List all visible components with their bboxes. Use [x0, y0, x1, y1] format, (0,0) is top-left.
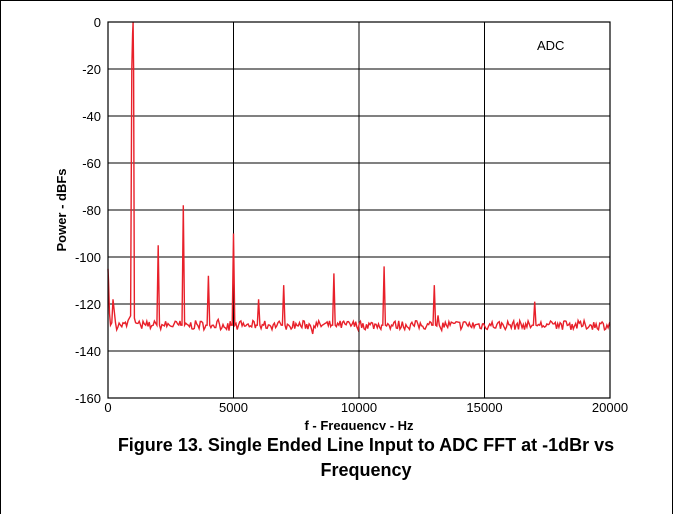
page-frame-left: [0, 0, 1, 514]
y-tick-label: -60: [82, 156, 101, 171]
adc-annotation: ADC: [537, 38, 564, 53]
x-tick-label: 15000: [466, 400, 502, 415]
y-tick-label: -80: [82, 203, 101, 218]
x-axis-title: f - Frequency - Hz: [304, 418, 414, 430]
y-tick-label: 0: [94, 15, 101, 30]
plot-area-frame: [107, 21, 611, 399]
y-tick-label: -40: [82, 109, 101, 124]
figure-caption-line-2: Frequency: [320, 460, 412, 480]
y-tick-label: -20: [82, 62, 101, 77]
page-frame-top: [0, 0, 673, 1]
x-tick-label: 0: [104, 400, 111, 415]
x-tick-label: 10000: [341, 400, 377, 415]
x-tick-label: 5000: [219, 400, 248, 415]
y-tick-label: -100: [75, 250, 101, 265]
y-tick-label: -120: [75, 297, 101, 312]
figure-caption: Figure 13. Single Ended Line Input to AD…: [60, 433, 672, 483]
fft-spectrum-line: [107, 21, 611, 335]
y-tick-label: -160: [75, 391, 101, 406]
x-tick-label: 20000: [592, 400, 628, 415]
fft-chart: 0 5000 10000 15000 20000 0 -20 -40 -60 -80 -100 -12…: [54, 15, 628, 430]
tick-labels: 0 5000 10000 15000 20000 0 -20 -40 -60 -80 -100 -12…: [75, 15, 628, 415]
y-tick-label: -140: [75, 344, 101, 359]
figure-caption-line-1: Figure 13. Single Ended Line Input to AD…: [117, 435, 615, 455]
y-axis-title: Power - dBFs: [54, 168, 69, 251]
